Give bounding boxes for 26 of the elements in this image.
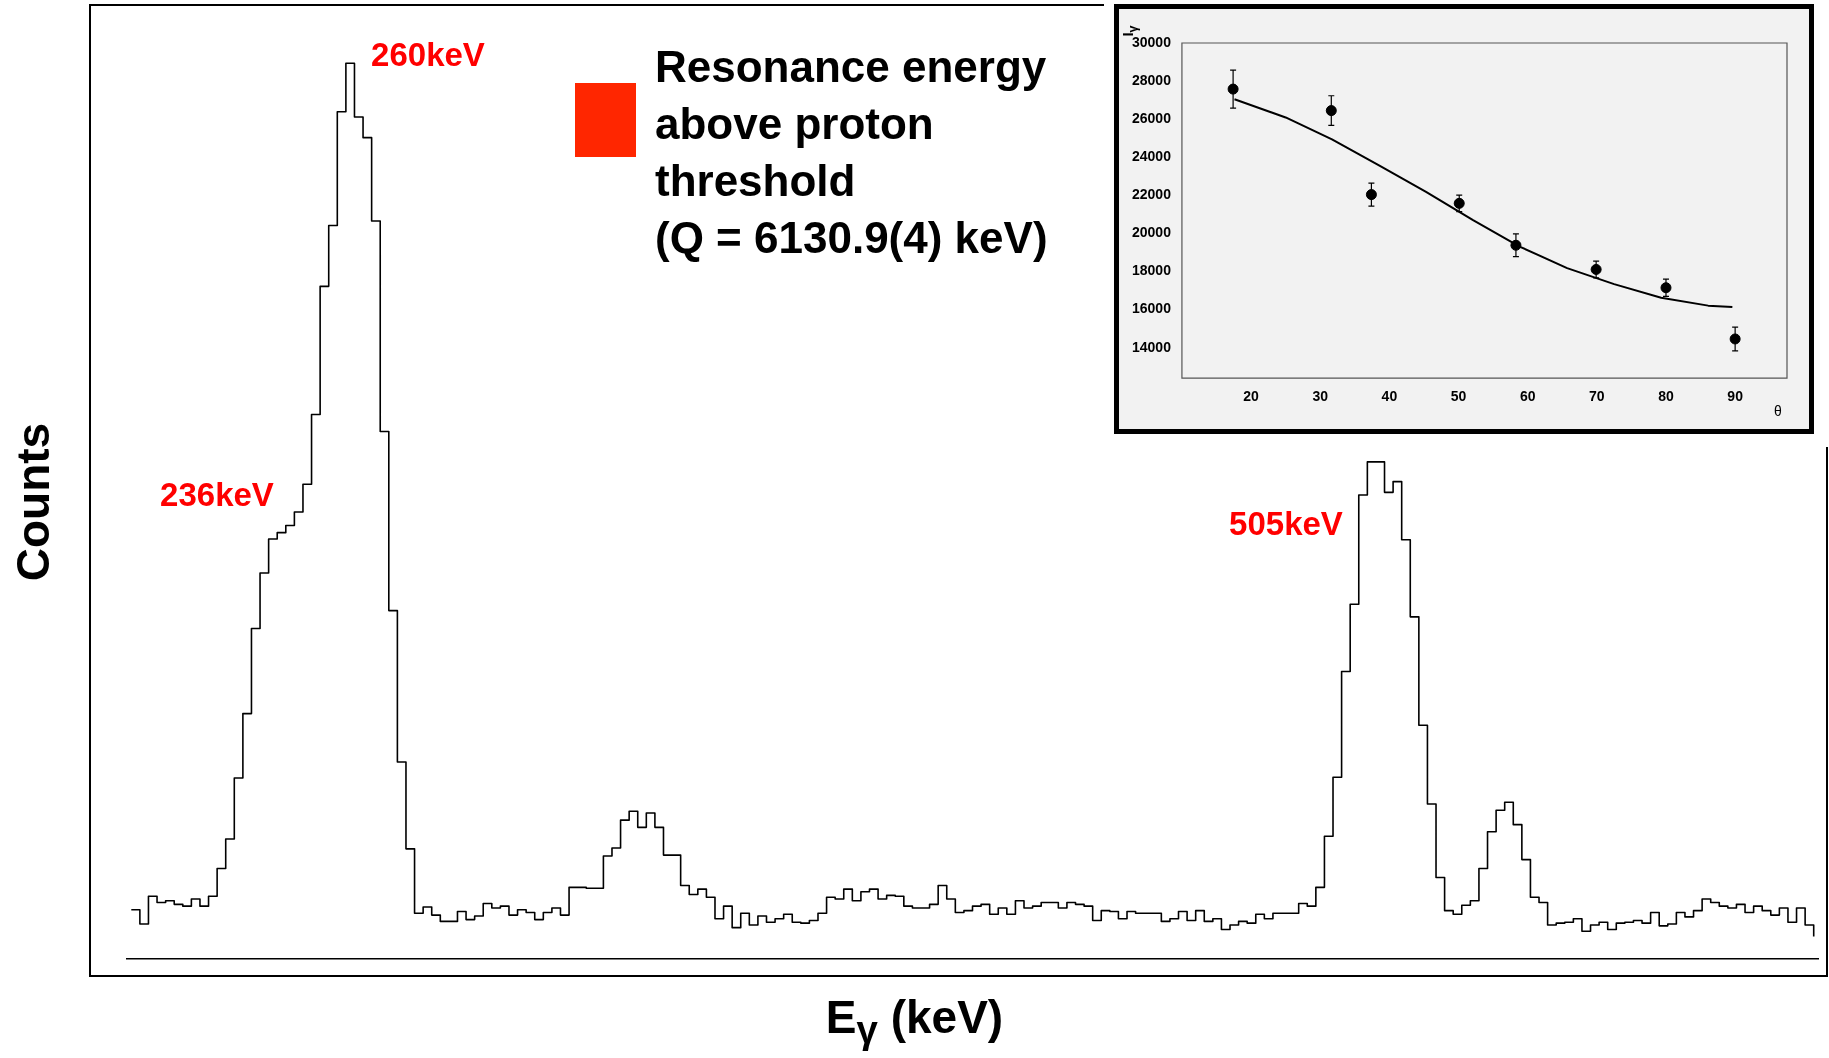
point [1325, 105, 1337, 117]
x-tick-label: 40 [1381, 388, 1398, 405]
point [1453, 197, 1465, 209]
annotation: 505keV [1229, 505, 1343, 543]
y-tick-label: 22000 [1131, 186, 1172, 203]
x-tick-label: 50 [1450, 388, 1467, 405]
x-tick-label: 60 [1519, 388, 1536, 405]
x-tick-label: 20 [1243, 388, 1260, 405]
y-tick-label: 14000 [1131, 338, 1172, 355]
y-tick-label: 26000 [1131, 110, 1172, 127]
y-tick-label: 20000 [1131, 224, 1172, 241]
point [1365, 189, 1377, 201]
annotation: 236keV [160, 476, 274, 514]
y-tick-label: 16000 [1131, 300, 1172, 317]
x-tick-label: 70 [1589, 388, 1605, 405]
y-tick-label: 28000 [1131, 71, 1172, 88]
x-tick-label: 80 [1658, 388, 1674, 405]
y-tick-label: 18000 [1131, 262, 1172, 279]
x-tick-label: 30 [1312, 388, 1329, 405]
annotation: 260keV [371, 36, 485, 74]
y-tick-label: 24000 [1131, 148, 1172, 165]
x-tick-label: 90 [1727, 388, 1744, 405]
x-axis-title: E$_{γ}$ (keV) [824, 990, 1005, 1053]
x-axis-title: θ [1774, 403, 1782, 419]
annotation: Resonance energy above proton threshold (Q = 6130.9(4) keV) [655, 41, 1048, 264]
y-axis-title: Counts [6, 422, 60, 582]
